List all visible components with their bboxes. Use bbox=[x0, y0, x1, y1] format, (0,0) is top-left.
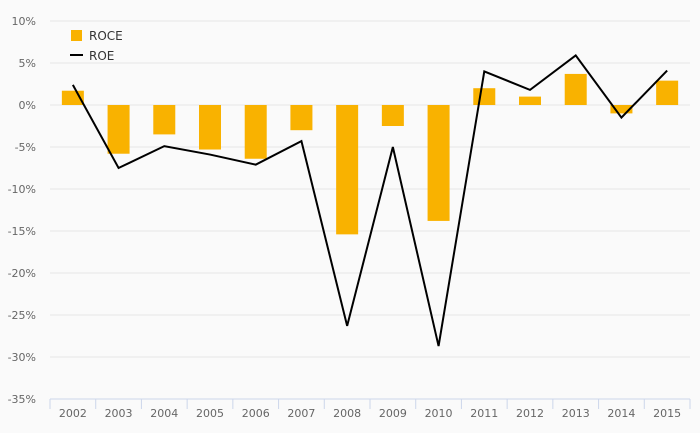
legend: ROCE ROE bbox=[70, 29, 123, 63]
roce-bar bbox=[336, 105, 359, 235]
x-tick-label: 2008 bbox=[333, 407, 361, 420]
x-tick-label: 2013 bbox=[562, 407, 590, 420]
x-tick-label: 2004 bbox=[150, 407, 178, 420]
roce-bar bbox=[519, 96, 541, 105]
roe-line bbox=[71, 54, 668, 347]
roce-bars bbox=[61, 73, 679, 235]
roce-bar bbox=[290, 105, 313, 131]
y-tick-label: 0% bbox=[19, 99, 36, 112]
y-tick-label: -20% bbox=[8, 267, 36, 280]
roce-bar bbox=[199, 105, 221, 150]
x-tick-label: 2007 bbox=[287, 407, 315, 420]
x-tick-label: 2010 bbox=[425, 407, 453, 420]
roce-bar bbox=[473, 88, 496, 105]
roce-bar bbox=[381, 105, 404, 126]
y-tick-label: -25% bbox=[8, 309, 36, 322]
roce-bar bbox=[610, 105, 633, 114]
roce-bar bbox=[107, 105, 130, 154]
y-tick-label: -15% bbox=[8, 225, 36, 238]
roce-bar bbox=[656, 80, 679, 105]
gridlines bbox=[50, 20, 690, 358]
x-tick-label: 2015 bbox=[653, 407, 681, 420]
axes: 10% 5% 0% -5% -10% -15% -20% -25% -30% -35% 2002 20… bbox=[8, 15, 691, 420]
legend-roe-label: ROE bbox=[89, 49, 114, 63]
x-tick-label: 2009 bbox=[379, 407, 407, 420]
y-tick-label: 5% bbox=[19, 57, 36, 70]
y-tick-label: -30% bbox=[8, 351, 36, 364]
x-tick-label: 2014 bbox=[607, 407, 635, 420]
roce-bar bbox=[153, 105, 176, 135]
y-tick-label: -5% bbox=[15, 141, 36, 154]
roce-bar bbox=[427, 105, 450, 221]
x-tick-label: 2012 bbox=[516, 407, 544, 420]
legend-roce-swatch bbox=[71, 30, 82, 41]
roce-bar bbox=[564, 73, 587, 105]
x-tick-label: 2006 bbox=[242, 407, 270, 420]
y-tick-label: -35% bbox=[8, 393, 36, 406]
roce-bar bbox=[244, 105, 267, 159]
y-tick-label: -10% bbox=[8, 183, 36, 196]
legend-roce-label: ROCE bbox=[89, 29, 123, 43]
x-tick-label: 2011 bbox=[470, 407, 498, 420]
x-tick-label: 2003 bbox=[105, 407, 133, 420]
roe-series-line bbox=[71, 54, 668, 347]
y-tick-label: 10% bbox=[12, 15, 36, 28]
x-tick-label: 2005 bbox=[196, 407, 224, 420]
x-tick-label: 2002 bbox=[59, 407, 87, 420]
